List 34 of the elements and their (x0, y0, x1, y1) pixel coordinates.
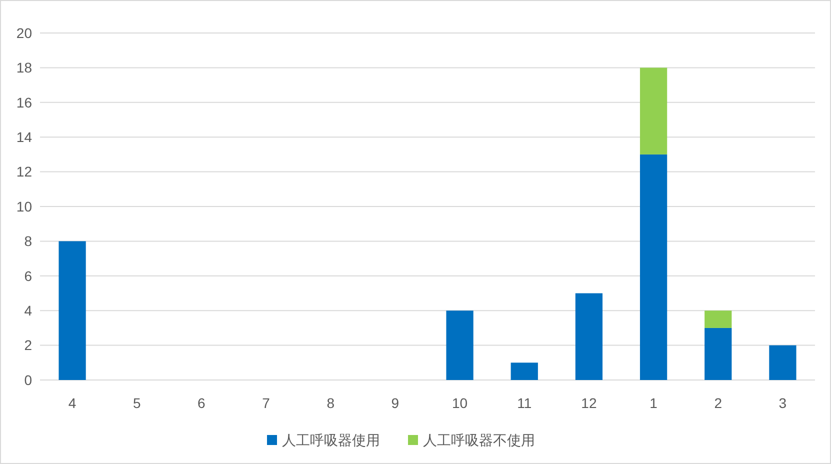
x-tick-label: 1 (650, 395, 658, 411)
x-tick-label: 4 (68, 395, 76, 411)
bar (510, 362, 538, 380)
legend-label: 人工呼吸器不使用 (423, 432, 535, 448)
bar (58, 241, 86, 380)
x-tick-label: 5 (132, 395, 141, 411)
y-tick-label: 20 (16, 24, 32, 41)
x-tick-label: 3 (778, 395, 787, 411)
x-tick-label: 8 (326, 395, 335, 411)
bar (704, 328, 732, 380)
bar (446, 310, 474, 380)
x-tick-label: 9 (391, 395, 400, 411)
bar (640, 154, 668, 380)
x-tick-label: 11 (517, 395, 532, 411)
y-tick-label: 14 (16, 129, 32, 145)
x-tick-label: 2 (714, 395, 722, 411)
y-tick-label: 16 (16, 94, 32, 110)
y-tick-label: 4 (24, 302, 32, 318)
y-tick-label: 0 (24, 372, 32, 388)
x-tick-label: 10 (452, 395, 468, 411)
bar (769, 345, 796, 380)
y-tick-label: 18 (16, 60, 32, 76)
x-tick-label: 12 (581, 395, 597, 411)
legend-label: 人工呼吸器使用 (282, 432, 380, 448)
bar (640, 68, 668, 154)
bar (575, 293, 603, 380)
bar (704, 310, 732, 328)
y-tick-label: 8 (24, 233, 32, 250)
y-tick-label: 2 (24, 337, 32, 354)
y-tick-label: 10 (16, 198, 32, 214)
y-tick-label: 12 (16, 164, 32, 180)
y-tick-label: 6 (24, 268, 32, 284)
x-tick-label: 7 (262, 395, 270, 411)
x-tick-label: 6 (198, 395, 206, 411)
